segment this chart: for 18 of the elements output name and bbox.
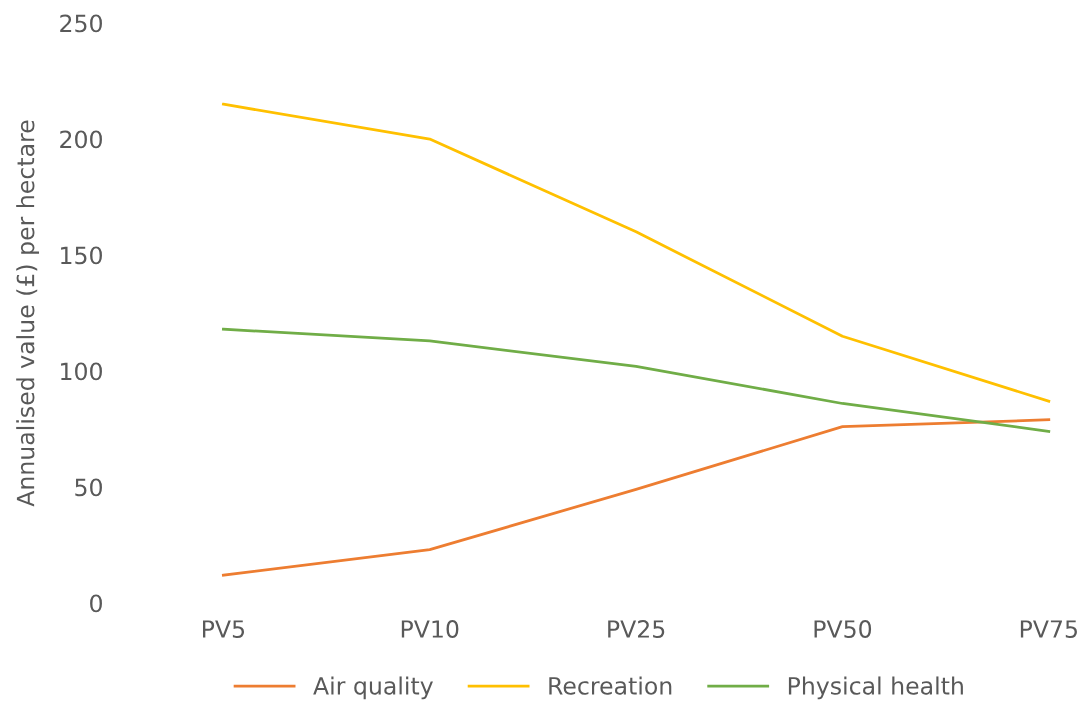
x-tick-label: PV25 [608,620,665,638]
legend-label: Air quality [313,676,433,700]
line-series [222,418,1051,577]
line-series [222,327,1051,433]
x-tick-label: PV10 [401,620,459,638]
legend-label: Recreation [549,676,672,695]
x-tick-label: PV50 [814,620,872,638]
y-tick-label: 250 [60,14,102,33]
line-series [222,102,1051,403]
x-tick-label: PV75 [1020,620,1077,638]
y-axis-title: Annualised value (£) per hectare [16,120,40,507]
x-tick-label: PV5 [203,620,245,638]
y-tick-label: 150 [61,246,102,265]
legend-label: Physical health [788,676,963,700]
y-tick-label: 50 [75,478,102,497]
y-tick-label: 100 [61,362,102,381]
y-tick-label: 0 [90,594,102,613]
y-tick-label: 200 [60,130,102,149]
